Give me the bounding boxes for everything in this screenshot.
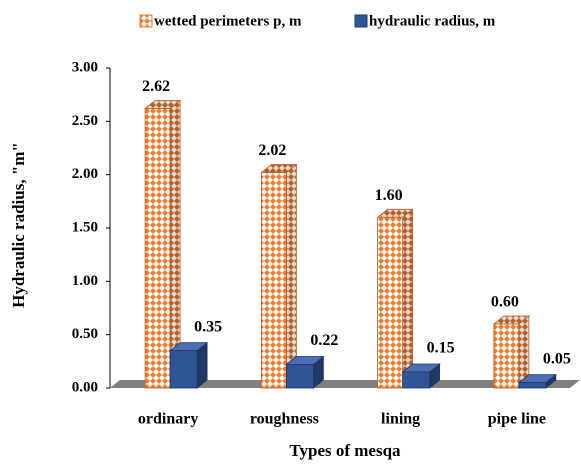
x-tick-label: roughness bbox=[250, 411, 319, 428]
bar bbox=[518, 382, 547, 389]
bar bbox=[169, 350, 198, 389]
bar-side bbox=[285, 163, 297, 389]
x-tick-label: lining bbox=[381, 411, 420, 428]
bar bbox=[285, 364, 314, 389]
bar bbox=[377, 216, 404, 389]
data-label: 1.60 bbox=[375, 187, 403, 204]
bar bbox=[493, 323, 520, 389]
legend-label: wetted perimeters p, m bbox=[154, 13, 302, 29]
data-label: 0.22 bbox=[310, 332, 338, 349]
y-tick-label: 0.50 bbox=[72, 326, 98, 342]
data-label: 0.15 bbox=[427, 340, 455, 357]
y-tick-label: 0.00 bbox=[72, 379, 98, 395]
legend-swatch bbox=[139, 14, 153, 28]
data-label: 2.62 bbox=[142, 78, 170, 95]
y-tick-label: 2.50 bbox=[72, 113, 98, 129]
legend-swatch bbox=[354, 14, 368, 28]
bar bbox=[402, 371, 431, 389]
data-label: 0.35 bbox=[194, 318, 222, 335]
floor bbox=[110, 380, 580, 388]
data-label: 0.60 bbox=[491, 294, 519, 311]
x-tick-label: pipe line bbox=[488, 411, 546, 428]
x-axis-title: Types of mesqa bbox=[289, 441, 401, 460]
y-tick-label: 1.00 bbox=[72, 273, 98, 289]
bar bbox=[144, 108, 171, 389]
y-tick-label: 3.00 bbox=[72, 59, 98, 75]
data-label: 2.02 bbox=[258, 142, 286, 159]
legend-label: hydraulic radius, m bbox=[369, 13, 496, 29]
y-tick-label: 1.50 bbox=[72, 219, 98, 235]
x-tick-label: ordinary bbox=[138, 411, 198, 428]
bar bbox=[260, 172, 287, 389]
bar-side bbox=[402, 208, 414, 389]
y-tick-label: 2.00 bbox=[72, 166, 98, 182]
y-axis-title: Hydraulic radius, "m" bbox=[9, 142, 28, 308]
data-label: 0.05 bbox=[543, 350, 571, 367]
